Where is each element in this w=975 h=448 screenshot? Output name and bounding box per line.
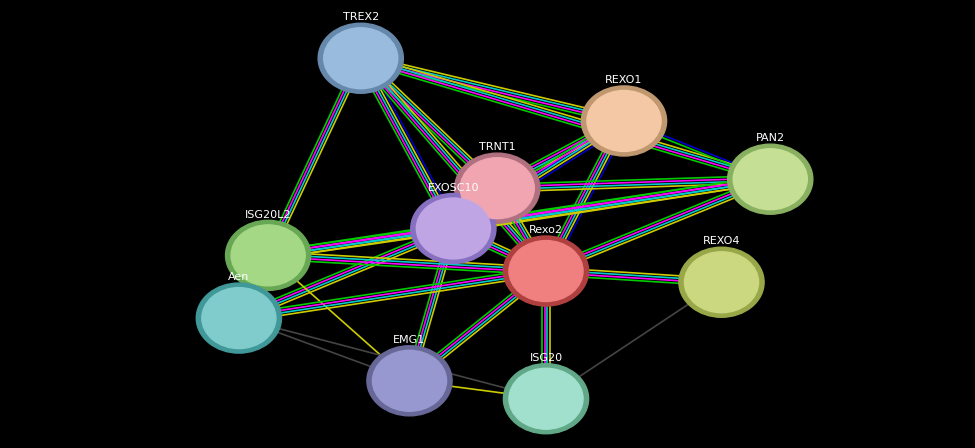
Text: REXO1: REXO1 bbox=[605, 75, 643, 85]
Ellipse shape bbox=[509, 241, 583, 302]
Ellipse shape bbox=[318, 23, 404, 93]
Text: EMG1: EMG1 bbox=[393, 335, 426, 345]
Ellipse shape bbox=[509, 368, 583, 429]
Ellipse shape bbox=[684, 252, 759, 313]
Text: Aen: Aen bbox=[228, 272, 250, 282]
Ellipse shape bbox=[587, 90, 661, 151]
Ellipse shape bbox=[231, 225, 305, 286]
Text: PAN2: PAN2 bbox=[756, 134, 785, 143]
Text: EXOSC10: EXOSC10 bbox=[428, 183, 479, 193]
Text: TREX2: TREX2 bbox=[342, 13, 379, 22]
Ellipse shape bbox=[324, 28, 398, 89]
Ellipse shape bbox=[454, 153, 540, 223]
Text: TRNT1: TRNT1 bbox=[479, 142, 516, 152]
Ellipse shape bbox=[460, 158, 534, 219]
Ellipse shape bbox=[503, 364, 589, 434]
Ellipse shape bbox=[202, 288, 276, 349]
Ellipse shape bbox=[416, 198, 490, 259]
Ellipse shape bbox=[410, 194, 496, 263]
Ellipse shape bbox=[727, 144, 813, 214]
Text: REXO4: REXO4 bbox=[703, 237, 740, 246]
Ellipse shape bbox=[225, 220, 311, 290]
Ellipse shape bbox=[367, 346, 452, 416]
Text: ISG20: ISG20 bbox=[529, 353, 563, 363]
Ellipse shape bbox=[733, 149, 807, 210]
Text: ISG20L2: ISG20L2 bbox=[245, 210, 292, 220]
Text: Rexo2: Rexo2 bbox=[529, 225, 563, 235]
Ellipse shape bbox=[503, 236, 589, 306]
Ellipse shape bbox=[372, 350, 447, 411]
Ellipse shape bbox=[679, 247, 764, 317]
Ellipse shape bbox=[581, 86, 667, 156]
Ellipse shape bbox=[196, 283, 282, 353]
